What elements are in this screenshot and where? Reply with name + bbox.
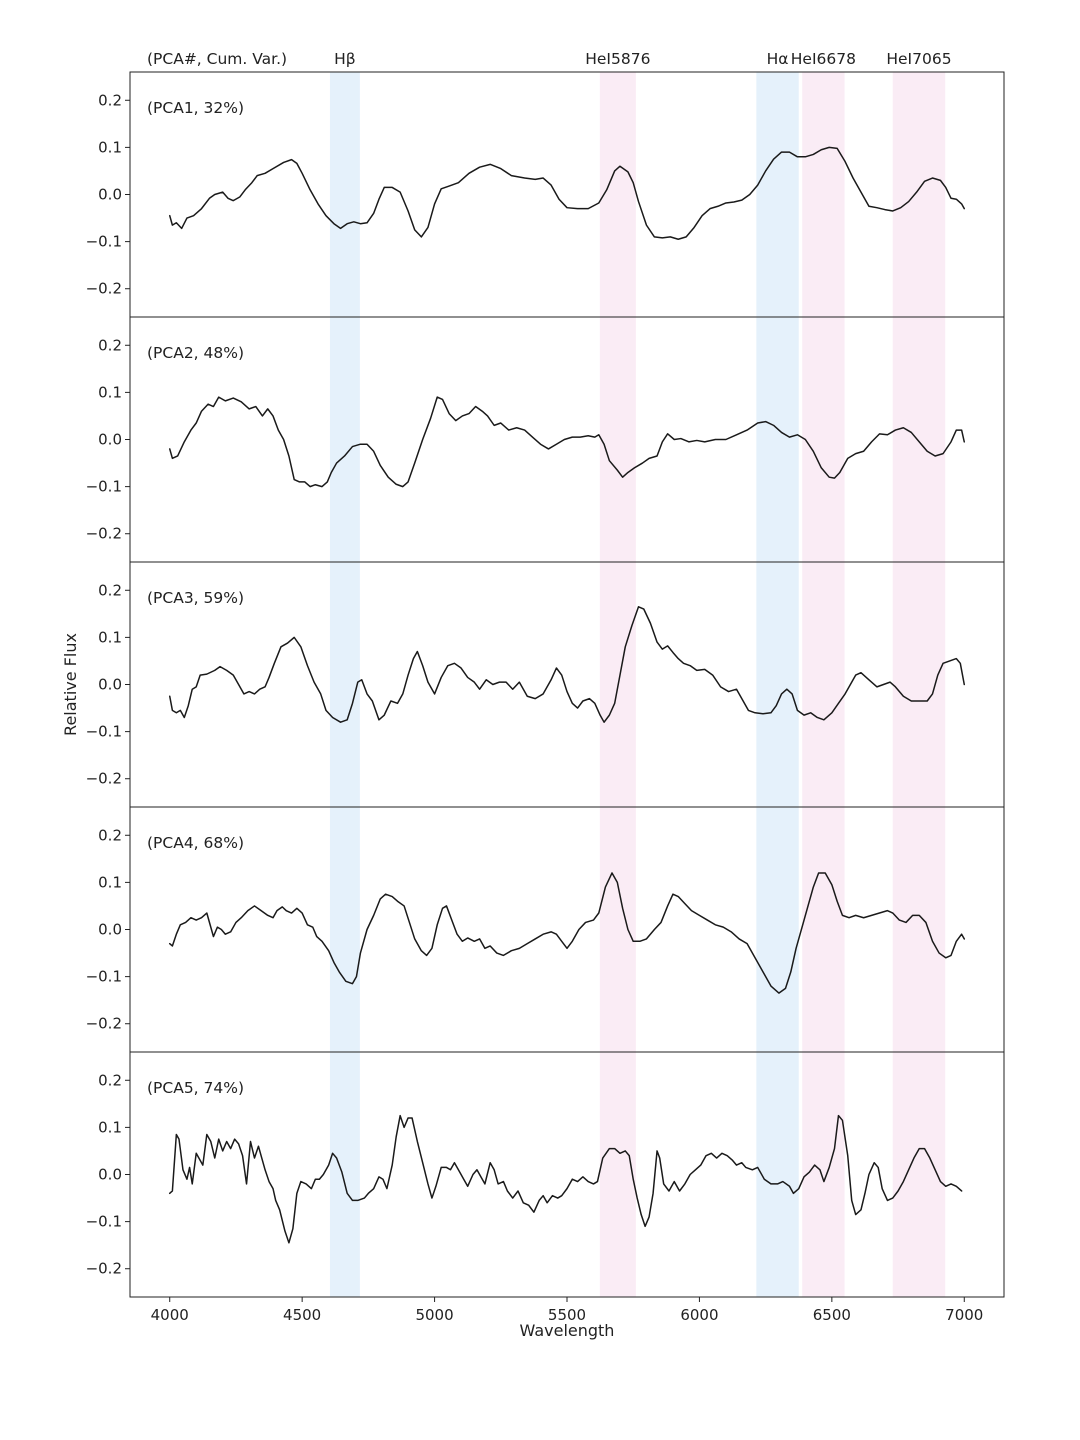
y-tick-label-2-4: −0.2 <box>86 525 122 543</box>
y-tick-label-4-4: −0.2 <box>86 1015 122 1033</box>
y-tick-label-4-1: 0.1 <box>98 873 122 891</box>
y-tick-label-4-2: 0.0 <box>98 921 122 939</box>
panel-frame-4 <box>129 806 1005 1053</box>
x-axis: Wavelength 4000 4500 5000 5500 6000 6500 7000 <box>151 1297 983 1340</box>
y-tick-label-2-1: 0.1 <box>98 383 122 401</box>
x-tick-label-2: 5000 <box>415 1306 453 1324</box>
figure-header: (PCA#, Cum. Var.) Hβ HeI5876 Hα HeI6678 HeI7… <box>147 50 952 68</box>
panel-label-1: (PCA1, 32%) <box>147 99 244 117</box>
y-tick-label-3-3: −0.1 <box>86 723 122 741</box>
y-tick-label-5-0: 0.2 <box>98 1071 122 1089</box>
band-4 <box>892 72 946 1297</box>
x-axis-title: Wavelength <box>520 1321 615 1340</box>
panel-frame-3 <box>129 561 1005 808</box>
panel-4: 0.2 0.1 0.0 −0.1 −0.2 (PCA4, 68%) <box>86 806 1005 1053</box>
panel-label-5: (PCA5, 74%) <box>147 1079 244 1097</box>
x-tick-label-6: 7000 <box>945 1306 983 1324</box>
y-tick-label-4-3: −0.1 <box>86 968 122 986</box>
band-label-4: HeI7065 <box>886 50 951 68</box>
series-line-3 <box>168 606 966 723</box>
panel-frame-5 <box>129 1051 1005 1298</box>
panel-2: 0.2 0.1 0.0 −0.1 −0.2 (PCA2, 48%) <box>86 316 1005 563</box>
y-tick-label-5-2: 0.0 <box>98 1166 122 1184</box>
band-0 <box>329 72 360 1297</box>
panel-5: 0.2 0.1 0.0 −0.1 −0.2 (PCA5, 74%) <box>86 1051 1005 1298</box>
panel-label-3: (PCA3, 59%) <box>147 589 244 607</box>
y-tick-label-5-4: −0.2 <box>86 1260 122 1278</box>
y-tick-label-2-3: −0.1 <box>86 478 122 496</box>
panel-label-2: (PCA2, 48%) <box>147 344 244 362</box>
series-line-2 <box>168 396 966 488</box>
y-tick-label-5-3: −0.1 <box>86 1213 122 1231</box>
band-label-1: HeI5876 <box>585 50 650 68</box>
y-tick-label-4-0: 0.2 <box>98 826 122 844</box>
series-line-4 <box>168 872 966 994</box>
y-axis-title-group: Relative Flux <box>61 633 80 736</box>
y-tick-label-2-0: 0.2 <box>98 336 122 354</box>
band-label-3: HeI6678 <box>791 50 856 68</box>
y-tick-label-2-2: 0.0 <box>98 431 122 449</box>
x-tick-label-3: 5500 <box>548 1306 586 1324</box>
series-line-5 <box>168 1114 963 1244</box>
y-tick-label-1-1: 0.1 <box>98 138 122 156</box>
y-tick-label-3-2: 0.0 <box>98 676 122 694</box>
x-tick-label-0: 4000 <box>151 1306 189 1324</box>
y-tick-label-3-0: 0.2 <box>98 581 122 599</box>
legend-header: (PCA#, Cum. Var.) <box>147 50 287 68</box>
line-bands <box>329 72 946 1297</box>
panels: 0.2 0.1 0.0 −0.1 −0.2 (PCA1, 32%) 0.2 0.1 0.0 −0.… <box>86 71 1005 1298</box>
band-label-0: Hβ <box>334 50 356 68</box>
x-tick-label-5: 6500 <box>813 1306 851 1324</box>
x-tick-label-1: 4500 <box>283 1306 321 1324</box>
y-tick-label-5-1: 0.1 <box>98 1118 122 1136</box>
panel-frame-1 <box>129 71 1005 318</box>
band-2 <box>756 72 799 1297</box>
x-tick-label-4: 6000 <box>680 1306 718 1324</box>
series-line-1 <box>168 146 966 241</box>
y-tick-label-1-4: −0.2 <box>86 280 122 298</box>
y-tick-label-3-4: −0.2 <box>86 770 122 788</box>
y-tick-label-1-2: 0.0 <box>98 186 122 204</box>
y-axis-title: Relative Flux <box>61 633 80 736</box>
y-tick-label-3-1: 0.1 <box>98 628 122 646</box>
band-3 <box>802 72 845 1297</box>
band-label-2: Hα <box>767 50 789 68</box>
panel-3: 0.2 0.1 0.0 −0.1 −0.2 (PCA3, 59%) <box>86 561 1005 808</box>
panel-label-4: (PCA4, 68%) <box>147 834 244 852</box>
y-tick-label-1-3: −0.1 <box>86 233 122 251</box>
y-tick-label-1-0: 0.2 <box>98 91 122 109</box>
panel-1: 0.2 0.1 0.0 −0.1 −0.2 (PCA1, 32%) <box>86 71 1005 318</box>
